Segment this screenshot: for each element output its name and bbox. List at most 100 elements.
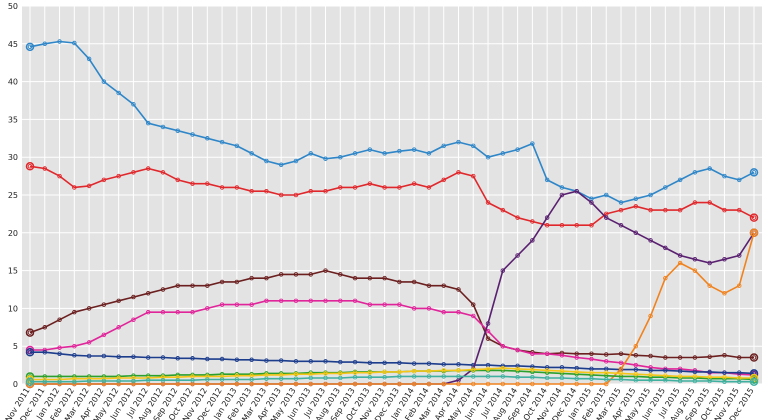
series-point bbox=[692, 369, 698, 375]
series-point bbox=[86, 56, 92, 62]
series-point bbox=[574, 188, 579, 194]
series-point bbox=[559, 192, 565, 198]
series-point bbox=[175, 283, 181, 288]
series-point bbox=[219, 381, 225, 387]
series-point bbox=[131, 375, 136, 381]
series-point bbox=[411, 374, 417, 379]
series-point bbox=[574, 376, 579, 381]
series-point bbox=[515, 253, 520, 258]
series-point bbox=[323, 156, 328, 161]
series-point bbox=[441, 177, 446, 183]
series-point bbox=[131, 317, 136, 322]
series-point bbox=[278, 162, 284, 168]
series-point bbox=[471, 173, 476, 179]
series-point bbox=[293, 381, 299, 387]
series-point bbox=[441, 283, 446, 288]
series-point bbox=[293, 272, 299, 277]
series-point bbox=[264, 358, 269, 363]
series-point bbox=[618, 360, 624, 366]
series-point bbox=[648, 368, 653, 373]
series-point bbox=[323, 298, 328, 304]
series-point bbox=[382, 151, 387, 156]
series-point bbox=[323, 359, 328, 364]
series-point bbox=[485, 381, 491, 387]
series-point bbox=[175, 377, 181, 383]
series-point bbox=[72, 309, 77, 315]
series-point bbox=[86, 183, 92, 189]
series-point bbox=[352, 374, 358, 380]
series-point bbox=[116, 173, 121, 179]
series-point bbox=[618, 377, 624, 382]
series-point bbox=[42, 41, 48, 47]
y-tick-label: 45 bbox=[8, 40, 18, 49]
series-point bbox=[441, 374, 446, 379]
series-point bbox=[308, 298, 313, 304]
series-point bbox=[426, 185, 432, 190]
series-point bbox=[367, 360, 373, 366]
series-point bbox=[367, 374, 373, 380]
series-point bbox=[323, 375, 328, 381]
series-point bbox=[618, 366, 624, 372]
series-point bbox=[707, 200, 712, 205]
series-point bbox=[145, 355, 151, 360]
series-point bbox=[205, 283, 210, 288]
series-point bbox=[456, 170, 461, 175]
series-point bbox=[160, 309, 166, 315]
series-point bbox=[264, 188, 269, 194]
series-point bbox=[544, 381, 550, 387]
series-point bbox=[677, 378, 683, 384]
series-point bbox=[205, 377, 210, 382]
series-point bbox=[308, 359, 313, 364]
series-point bbox=[219, 302, 225, 307]
series-point bbox=[722, 207, 727, 213]
series-point bbox=[544, 222, 550, 228]
series-point bbox=[352, 381, 358, 387]
series-point bbox=[278, 298, 284, 304]
series-point bbox=[116, 325, 121, 330]
series-end-marker bbox=[749, 228, 759, 238]
series-point bbox=[160, 170, 166, 175]
series-point bbox=[42, 374, 48, 379]
series-point bbox=[205, 381, 210, 387]
series-point bbox=[603, 381, 609, 387]
series-point bbox=[589, 222, 594, 228]
series-point bbox=[663, 355, 668, 360]
series-point bbox=[441, 368, 446, 373]
series-point bbox=[219, 185, 225, 190]
series-point bbox=[677, 253, 683, 258]
series-point bbox=[175, 309, 181, 315]
series-point bbox=[116, 381, 121, 387]
series-point bbox=[426, 283, 432, 288]
series-point bbox=[633, 204, 639, 209]
series-point bbox=[574, 369, 579, 375]
series-point bbox=[544, 375, 550, 381]
series-point bbox=[559, 185, 565, 190]
series-point bbox=[648, 365, 653, 370]
series-8 bbox=[25, 365, 759, 384]
y-tick-label: 30 bbox=[8, 153, 18, 162]
series-point bbox=[456, 287, 461, 292]
series-point bbox=[707, 166, 712, 171]
series-point bbox=[530, 219, 535, 224]
series-point bbox=[485, 336, 491, 341]
series-point bbox=[648, 372, 653, 378]
series-point bbox=[677, 355, 683, 360]
series-line bbox=[30, 300, 755, 376]
series-point bbox=[72, 40, 77, 46]
series-end-marker bbox=[749, 168, 759, 177]
series-point bbox=[352, 370, 358, 375]
series-point bbox=[397, 381, 402, 387]
series-point bbox=[367, 302, 373, 307]
series-point bbox=[618, 200, 624, 205]
series-point bbox=[352, 151, 358, 156]
series-point bbox=[633, 230, 639, 236]
series-point bbox=[264, 275, 269, 281]
series-point bbox=[116, 354, 121, 360]
series-point bbox=[57, 39, 62, 44]
series-point bbox=[736, 355, 742, 360]
series-point bbox=[145, 120, 151, 126]
series-point bbox=[441, 381, 446, 387]
series-point bbox=[471, 313, 476, 319]
series-point bbox=[323, 371, 328, 376]
